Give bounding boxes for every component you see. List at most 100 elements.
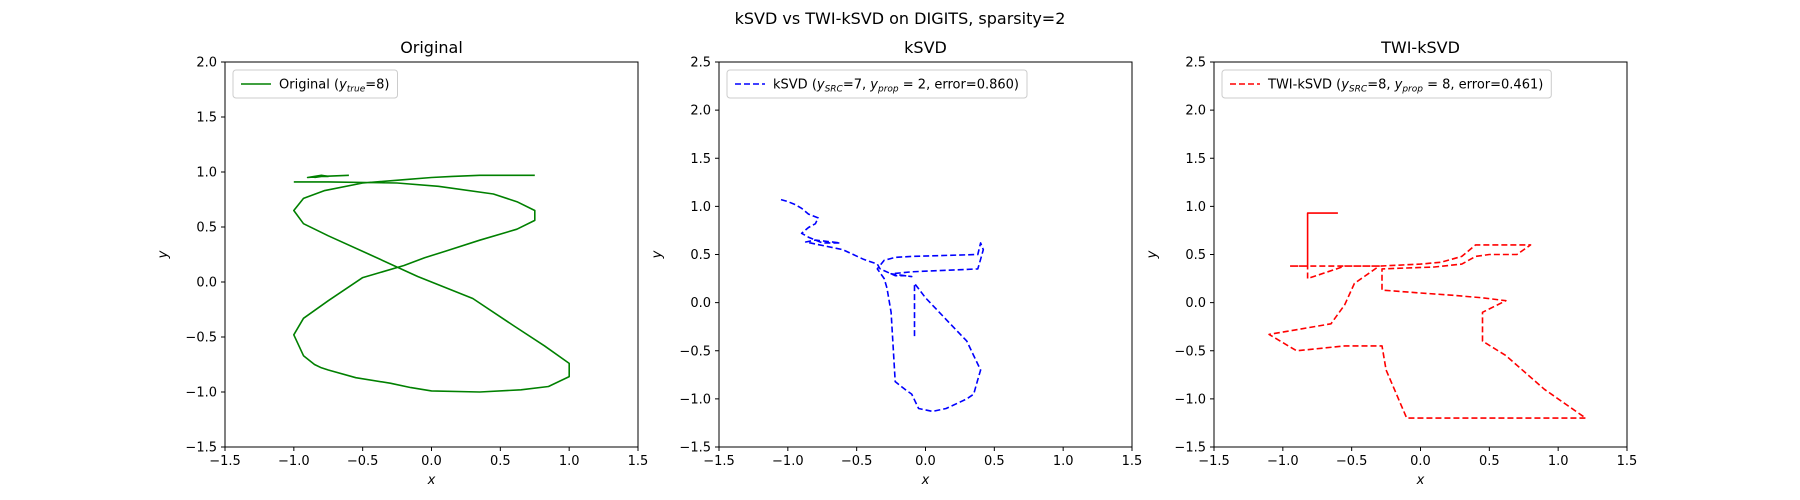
- y-tick-label: 2.0: [1185, 104, 1206, 119]
- x-tick-label: 0.5: [490, 454, 511, 469]
- panel-3: TWI-kSVD −1.5 −1.0 −0.5 0.0 0.5 1.0 1.5 −1.5 −1.0…: [1145, 38, 1637, 488]
- y-tick-label: 0.5: [1185, 248, 1206, 263]
- legend-part-sub1: SRC: [825, 85, 844, 95]
- legend-part-rest2: = 2, error=0.860): [899, 78, 1019, 93]
- y-tick-label: 2.0: [196, 56, 217, 71]
- x-tick-label: 0.0: [915, 454, 936, 469]
- legend-part-sym1: y: [816, 78, 825, 93]
- legend: kSVD (ySRC=7, yprop = 2, error=0.860): [726, 69, 1028, 99]
- legend-part-sub1: SRC: [1349, 85, 1368, 95]
- panels-group: Original −1.5 −1.0 −0.5 0.0 0.5 1.0 1.5 −1.5 −1.0…: [156, 38, 1637, 488]
- figure-suptitle: kSVD vs TWI-kSVD on DIGITS, sparsity=2: [735, 9, 1066, 28]
- legend-part-rest1: =8,: [1367, 78, 1394, 93]
- legend-part-rest2: = 8, error=0.461): [1423, 78, 1543, 93]
- y-axis-label: y: [650, 250, 665, 259]
- panel-title: TWI-kSVD: [1380, 38, 1460, 57]
- y-tick-label: −0.5: [185, 331, 217, 346]
- x-tick-label: 0.5: [1479, 454, 1500, 469]
- panel-title: kSVD: [904, 38, 947, 57]
- y-tick-label: 1.0: [690, 200, 711, 215]
- legend-part-sub2: prop: [1401, 85, 1423, 95]
- legend-part-sym2: y: [869, 78, 878, 93]
- y-tick-label: 1.5: [196, 111, 217, 126]
- x-tick-label: −1.5: [1198, 454, 1230, 469]
- x-axis-label: x: [427, 473, 436, 488]
- legend: Original (ytrue=8): [232, 69, 398, 99]
- legend-part-sub2: prop: [877, 85, 899, 95]
- panel-2: kSVD −1.5 −1.0 −0.5 0.0 0.5 1.0 1.5 −1.5 −1.0 −0.5…: [650, 38, 1142, 488]
- y-axis-label: y: [1145, 250, 1160, 259]
- y-tick-label: −1.5: [1174, 441, 1206, 456]
- series-line-1: [306, 174, 349, 179]
- x-tick-label: −0.5: [1336, 454, 1368, 469]
- legend-part-prefix: TWI-kSVD (: [1267, 78, 1341, 93]
- x-tick-label: −1.0: [278, 454, 310, 469]
- series-group: [292, 174, 571, 393]
- x-tick-label: −0.5: [347, 454, 379, 469]
- legend-label: TWI-kSVD (ySRC=8, yprop = 8, error=0.461…: [1267, 78, 1543, 95]
- series-line-1: [1306, 212, 1338, 255]
- x-tick-label: 1.5: [1122, 454, 1143, 469]
- x-axis-label: x: [1416, 473, 1425, 488]
- y-tick-label: −1.0: [185, 386, 217, 401]
- x-tick-label: 1.5: [628, 454, 649, 469]
- legend-part-prefix: Original (: [279, 78, 339, 93]
- legend-box: [232, 69, 398, 99]
- legend-part-rest1: =8): [365, 78, 389, 93]
- y-tick-label: 0.5: [196, 221, 217, 236]
- y-tick-label: 1.5: [1185, 152, 1206, 167]
- legend-part-sym1: y: [338, 78, 347, 93]
- panel-1: Original −1.5 −1.0 −0.5 0.0 0.5 1.0 1.5 −1.5 −1.0…: [156, 38, 648, 488]
- legend-box: [1221, 69, 1552, 99]
- series-group: [1268, 212, 1587, 419]
- x-tick-label: 1.0: [1053, 454, 1074, 469]
- x-tick-label: 0.0: [1410, 454, 1431, 469]
- legend-part-prefix: kSVD (: [773, 78, 817, 93]
- y-tick-label: 0.0: [1185, 296, 1206, 311]
- y-tick-label: −0.5: [1174, 344, 1206, 359]
- series-group: [780, 198, 985, 413]
- series-line-1: [780, 198, 985, 413]
- x-tick-label: −1.5: [703, 454, 735, 469]
- legend-label: Original (ytrue=8): [279, 78, 390, 95]
- y-tick-label: −0.5: [679, 344, 711, 359]
- legend-part-sub1: true: [347, 85, 366, 95]
- legend-part-rest1: =7,: [843, 78, 870, 93]
- y-tick-label: −1.0: [1174, 392, 1206, 407]
- x-tick-label: 1.0: [559, 454, 580, 469]
- x-tick-label: −1.5: [209, 454, 241, 469]
- y-tick-label: 1.5: [690, 152, 711, 167]
- series-line-2: [1268, 244, 1587, 419]
- panel-title: Original: [400, 38, 463, 57]
- y-tick-label: 1.0: [196, 166, 217, 181]
- y-tick-label: 1.0: [1185, 200, 1206, 215]
- x-tick-label: −0.5: [841, 454, 873, 469]
- legend-part-sym2: y: [1394, 78, 1403, 93]
- y-axis-label: y: [156, 250, 171, 259]
- legend: TWI-kSVD (ySRC=8, yprop = 8, error=0.461…: [1221, 69, 1552, 99]
- y-tick-label: 2.5: [1185, 56, 1206, 71]
- x-tick-label: −1.0: [1267, 454, 1299, 469]
- x-axis-label: x: [921, 473, 930, 488]
- series-line-1-b: [292, 174, 571, 393]
- legend-label: kSVD (ySRC=7, yprop = 2, error=0.860): [773, 78, 1019, 95]
- y-tick-label: 0.0: [196, 276, 217, 291]
- axes-frame: [1213, 61, 1628, 448]
- x-tick-label: 1.0: [1548, 454, 1569, 469]
- x-tick-label: −1.0: [772, 454, 804, 469]
- axes-frame: [224, 61, 639, 448]
- y-tick-label: 0.5: [690, 248, 711, 263]
- y-tick-label: 0.0: [690, 296, 711, 311]
- legend-part-sym1: y: [1340, 78, 1349, 93]
- y-tick-label: −1.5: [679, 441, 711, 456]
- axes-frame: [718, 61, 1133, 448]
- legend-box: [726, 69, 1028, 99]
- y-tick-label: −1.0: [679, 392, 711, 407]
- y-tick-label: −1.5: [185, 441, 217, 456]
- x-tick-label: 1.5: [1617, 454, 1638, 469]
- y-tick-label: 2.0: [690, 104, 711, 119]
- x-tick-label: 0.5: [984, 454, 1005, 469]
- y-tick-label: 2.5: [690, 56, 711, 71]
